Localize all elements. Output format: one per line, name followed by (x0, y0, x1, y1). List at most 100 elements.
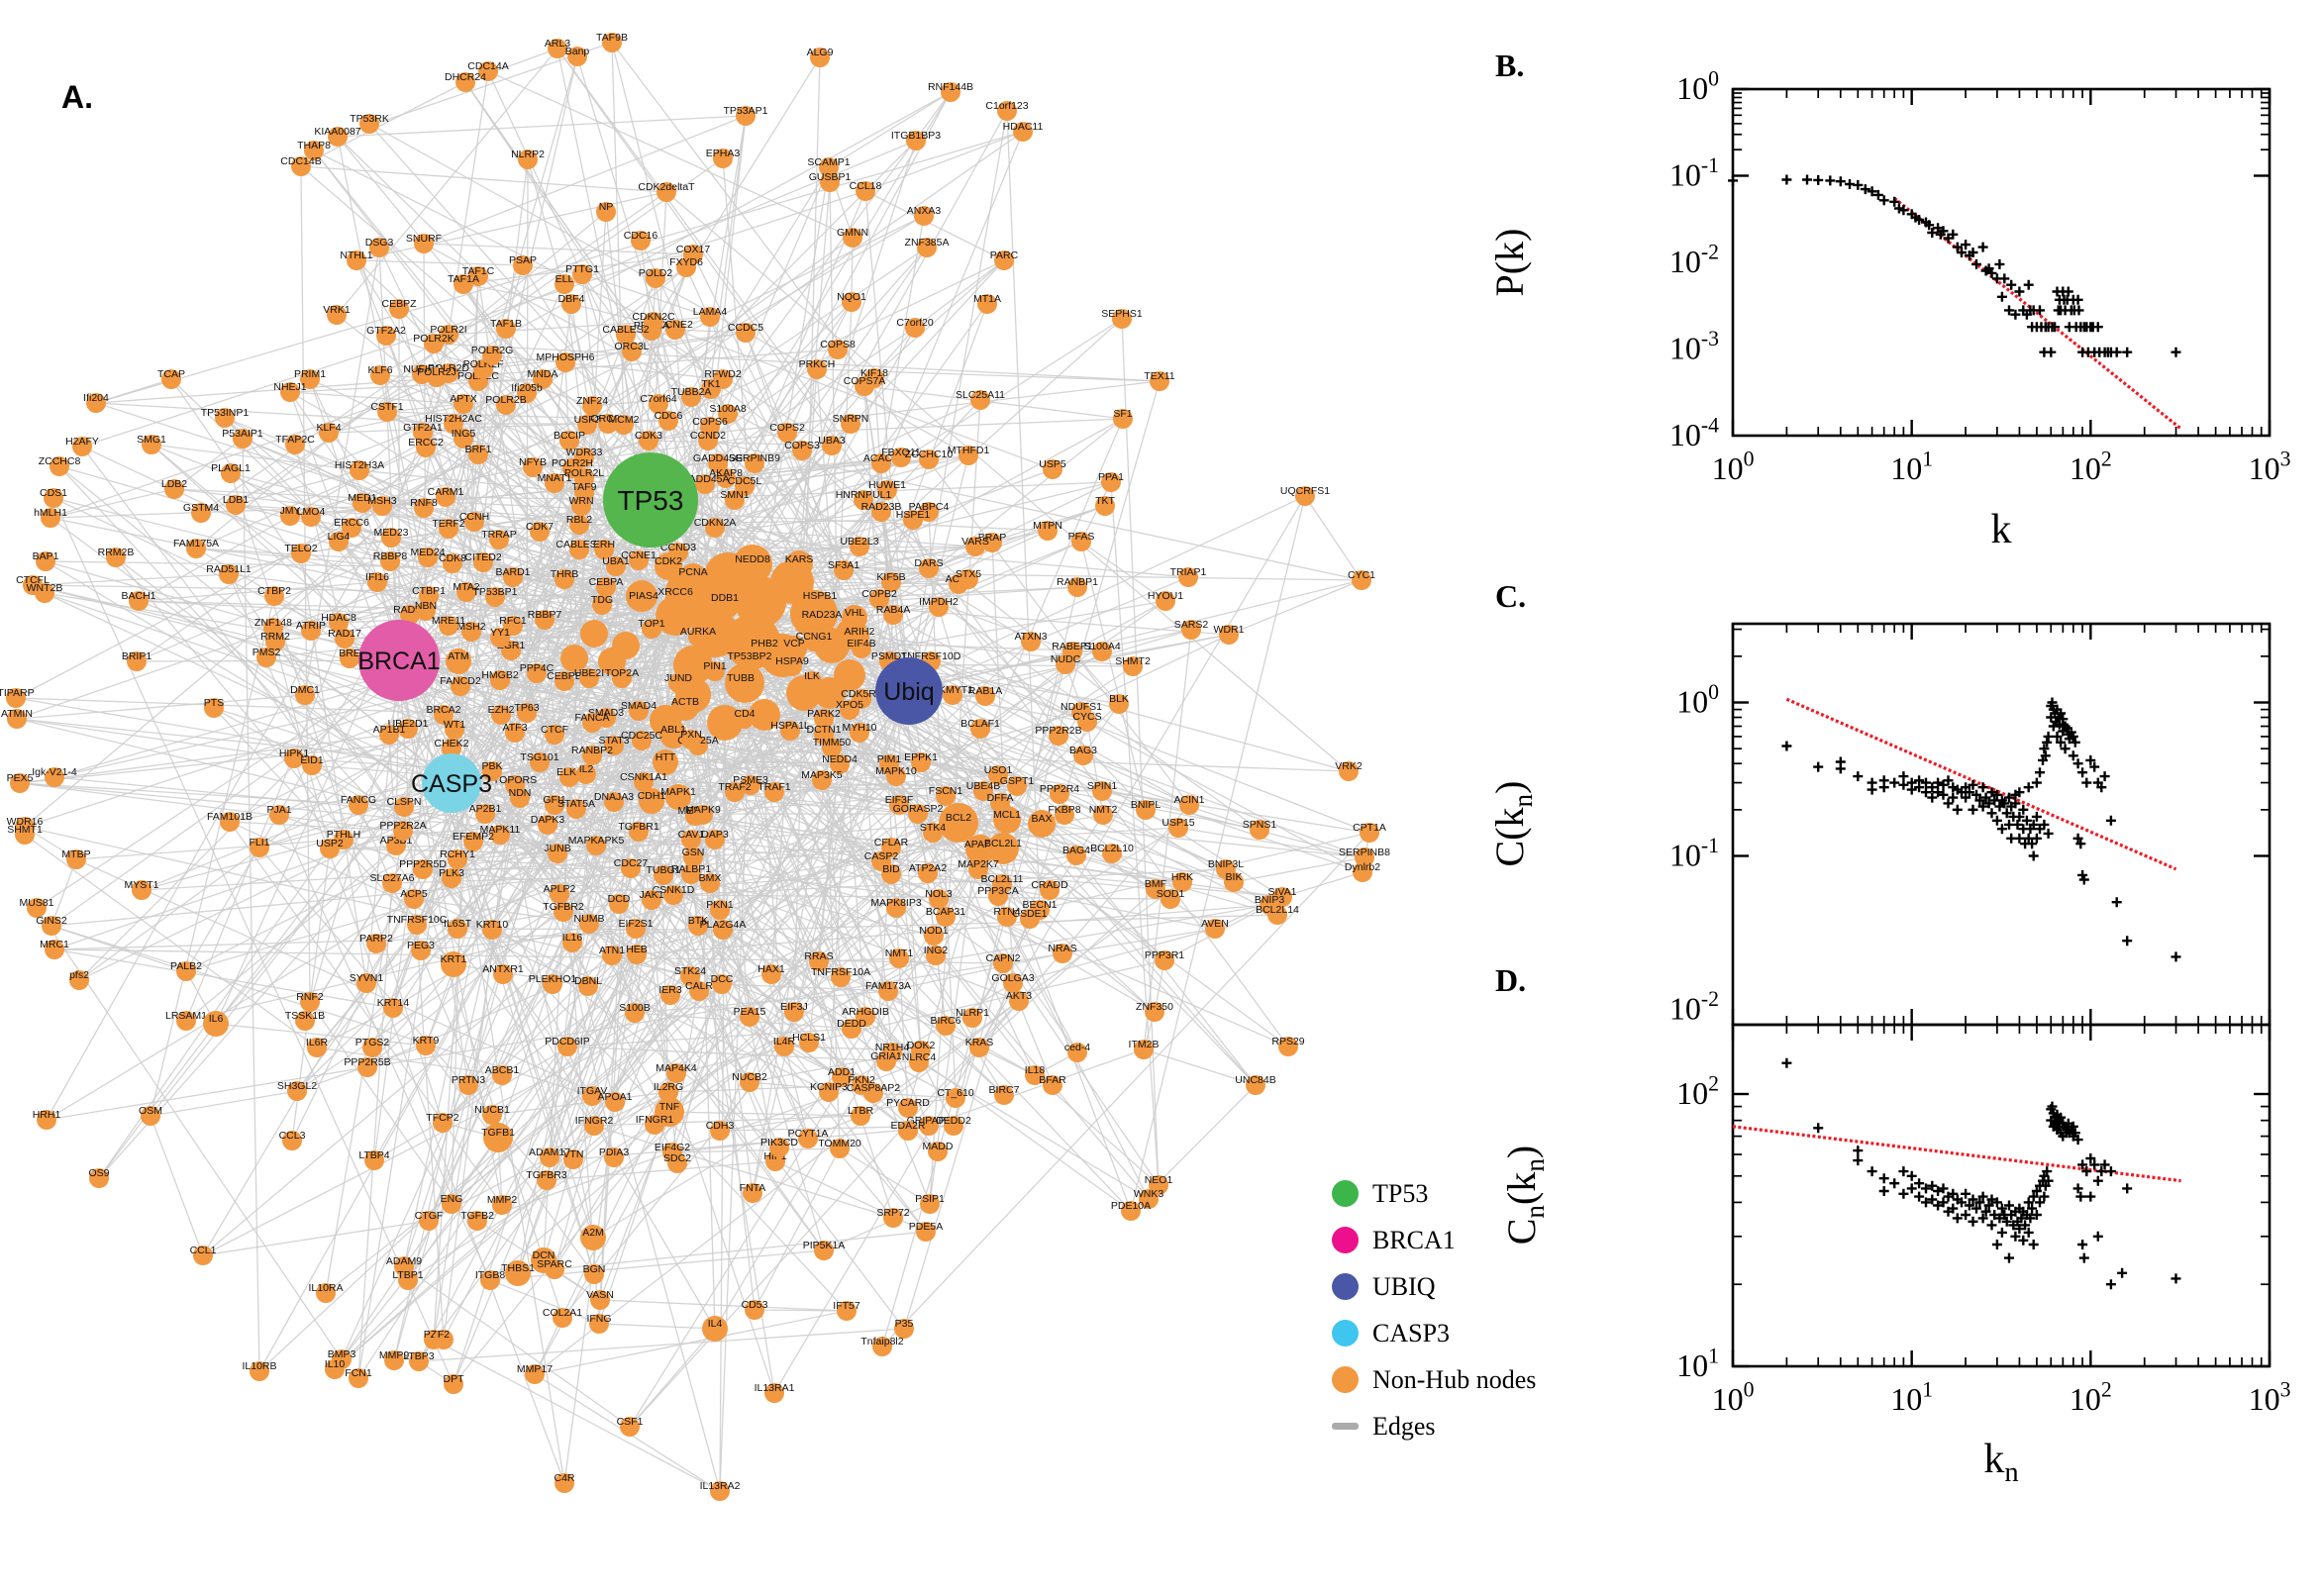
svg-text:WT1: WT1 (444, 719, 465, 731)
svg-text:GORASP2: GORASP2 (893, 803, 944, 815)
svg-text:TEX11: TEX11 (1144, 370, 1174, 382)
svg-text:TRIAP1: TRIAP1 (1170, 566, 1207, 578)
svg-text:PBK: PBK (481, 760, 502, 772)
svg-text:ANXA3: ANXA3 (907, 205, 942, 217)
svg-text:CASP2: CASP2 (864, 850, 899, 862)
svg-text:PPP2R2A: PPP2R2A (379, 820, 426, 832)
svg-text:10-1: 10-1 (1669, 834, 1719, 872)
legend-label: CASP3 (1372, 1318, 1451, 1347)
svg-text:CABLES1: CABLES1 (556, 539, 602, 550)
svg-text:SPIN1: SPIN1 (1087, 780, 1118, 792)
svg-text:SYVN1: SYVN1 (350, 972, 384, 984)
svg-text:USO1: USO1 (984, 764, 1013, 776)
svg-text:POLR2H: POLR2H (552, 457, 593, 469)
svg-text:LDB2: LDB2 (161, 478, 187, 490)
svg-text:OSM: OSM (139, 1105, 162, 1117)
svg-text:C4R: C4R (554, 1472, 574, 1484)
svg-text:POLR2G: POLR2G (471, 345, 514, 356)
svg-text:VRK1: VRK1 (323, 304, 351, 316)
svg-text:NDN: NDN (509, 787, 532, 799)
svg-text:POLD2: POLD2 (639, 267, 673, 279)
svg-text:HIST2H3A: HIST2H3A (335, 459, 384, 471)
svg-text:TDG: TDG (591, 594, 613, 606)
svg-text:THBS1: THBS1 (501, 1262, 535, 1274)
svg-text:LTBP1: LTBP1 (392, 1269, 423, 1281)
svg-text:VASN: VASN (586, 1289, 614, 1301)
svg-text:10-4: 10-4 (1669, 414, 1719, 452)
svg-text:KIF18: KIF18 (860, 367, 888, 379)
svg-text:SMAD4: SMAD4 (621, 700, 656, 712)
svg-text:BMF: BMF (1145, 878, 1166, 890)
svg-text:102: 102 (2070, 1378, 2112, 1417)
svg-text:PABPC4: PABPC4 (909, 501, 950, 513)
svg-text:RFC1: RFC1 (499, 615, 527, 627)
svg-text:DEDD: DEDD (837, 1018, 866, 1030)
svg-text:LTBP3: LTBP3 (403, 1350, 434, 1362)
svg-text:RRM2: RRM2 (260, 631, 290, 643)
svg-text:S100A4: S100A4 (1083, 641, 1121, 652)
svg-text:MAP2K7: MAP2K7 (958, 858, 999, 870)
svg-text:TK1: TK1 (701, 378, 720, 390)
svg-text:KLF4: KLF4 (316, 422, 341, 434)
svg-text:TP53BP2: TP53BP2 (728, 650, 772, 662)
svg-text:IL4: IL4 (708, 1318, 723, 1330)
svg-text:COPS6: COPS6 (692, 416, 728, 428)
svg-text:CTCF: CTCF (541, 724, 568, 736)
svg-text:BCL2L11: BCL2L11 (980, 873, 1023, 885)
svg-text:103: 103 (2249, 1378, 2291, 1417)
svg-text:BCL2L10: BCL2L10 (1090, 843, 1134, 854)
svg-text:ORC3L: ORC3L (614, 341, 649, 352)
svg-text:PPP3R1: PPP3R1 (1145, 949, 1184, 961)
svg-text:WDR1: WDR1 (1214, 624, 1245, 636)
svg-text:COX17: COX17 (676, 244, 711, 255)
svg-text:RANBP1: RANBP1 (1057, 576, 1098, 588)
svg-text:PPP3CA: PPP3CA (977, 885, 1018, 897)
svg-text:CARM1: CARM1 (428, 486, 464, 498)
svg-text:MUS81: MUS81 (19, 897, 53, 909)
svg-text:POLR2K: POLR2K (413, 333, 454, 345)
svg-text:FSCN1: FSCN1 (929, 785, 963, 797)
svg-text:MPHOSPH6: MPHOSPH6 (537, 351, 595, 363)
svg-text:LIG4: LIG4 (328, 531, 351, 543)
svg-text:CDK5R1: CDK5R1 (841, 688, 882, 700)
svg-text:TERF2: TERF2 (432, 518, 464, 530)
svg-text:IFNGR2: IFNGR2 (575, 1115, 614, 1127)
svg-text:CDK3: CDK3 (635, 430, 662, 442)
svg-text:10-2: 10-2 (1669, 987, 1719, 1026)
svg-text:RNF144B: RNF144B (928, 81, 973, 93)
svg-text:FNTA: FNTA (740, 1182, 766, 1194)
svg-text:BMP3: BMP3 (328, 1348, 356, 1360)
svg-text:PIN1: PIN1 (703, 660, 727, 672)
svg-text:TFAP2C: TFAP2C (275, 434, 315, 446)
svg-text:SNRPN: SNRPN (833, 413, 869, 425)
svg-text:pfs2: pfs2 (69, 969, 89, 981)
svg-text:EFEMP2: EFEMP2 (453, 831, 494, 843)
svg-text:TELO2: TELO2 (284, 543, 317, 554)
svg-text:CDC16: CDC16 (624, 230, 658, 242)
svg-text:THAP8: THAP8 (297, 140, 331, 151)
svg-text:BTK: BTK (688, 915, 708, 927)
svg-text:DARS: DARS (914, 557, 943, 569)
svg-text:THRB: THRB (551, 568, 579, 580)
svg-text:ATN1: ATN1 (599, 945, 625, 956)
svg-text:CDC14A: CDC14A (467, 60, 508, 72)
svg-text:GINS2: GINS2 (36, 915, 67, 927)
svg-text:CDS1: CDS1 (40, 487, 67, 499)
svg-text:TKT: TKT (1095, 495, 1115, 507)
svg-text:ING2: ING2 (924, 945, 949, 956)
svg-text:MTPN: MTPN (1033, 520, 1062, 532)
svg-text:STK24: STK24 (674, 965, 706, 977)
clustering-coefficient-plot: 100 10-1 10-2 C(kn) (1487, 622, 2272, 1027)
svg-text:PSAP: PSAP (509, 254, 537, 266)
svg-text:CASP3: CASP3 (411, 770, 492, 798)
svg-text:PTGS2: PTGS2 (355, 1037, 390, 1048)
svg-text:POLR2L: POLR2L (564, 467, 604, 479)
svg-text:IL10: IL10 (325, 1358, 346, 1370)
svg-text:NOD1: NOD1 (919, 925, 948, 937)
svg-text:TP53BP1: TP53BP1 (473, 586, 518, 598)
svg-text:10-3: 10-3 (1669, 327, 1719, 365)
svg-text:JUNB: JUNB (544, 843, 570, 854)
svg-text:HSPA1L: HSPA1L (770, 720, 810, 732)
svg-text:TNF: TNF (659, 1101, 679, 1113)
